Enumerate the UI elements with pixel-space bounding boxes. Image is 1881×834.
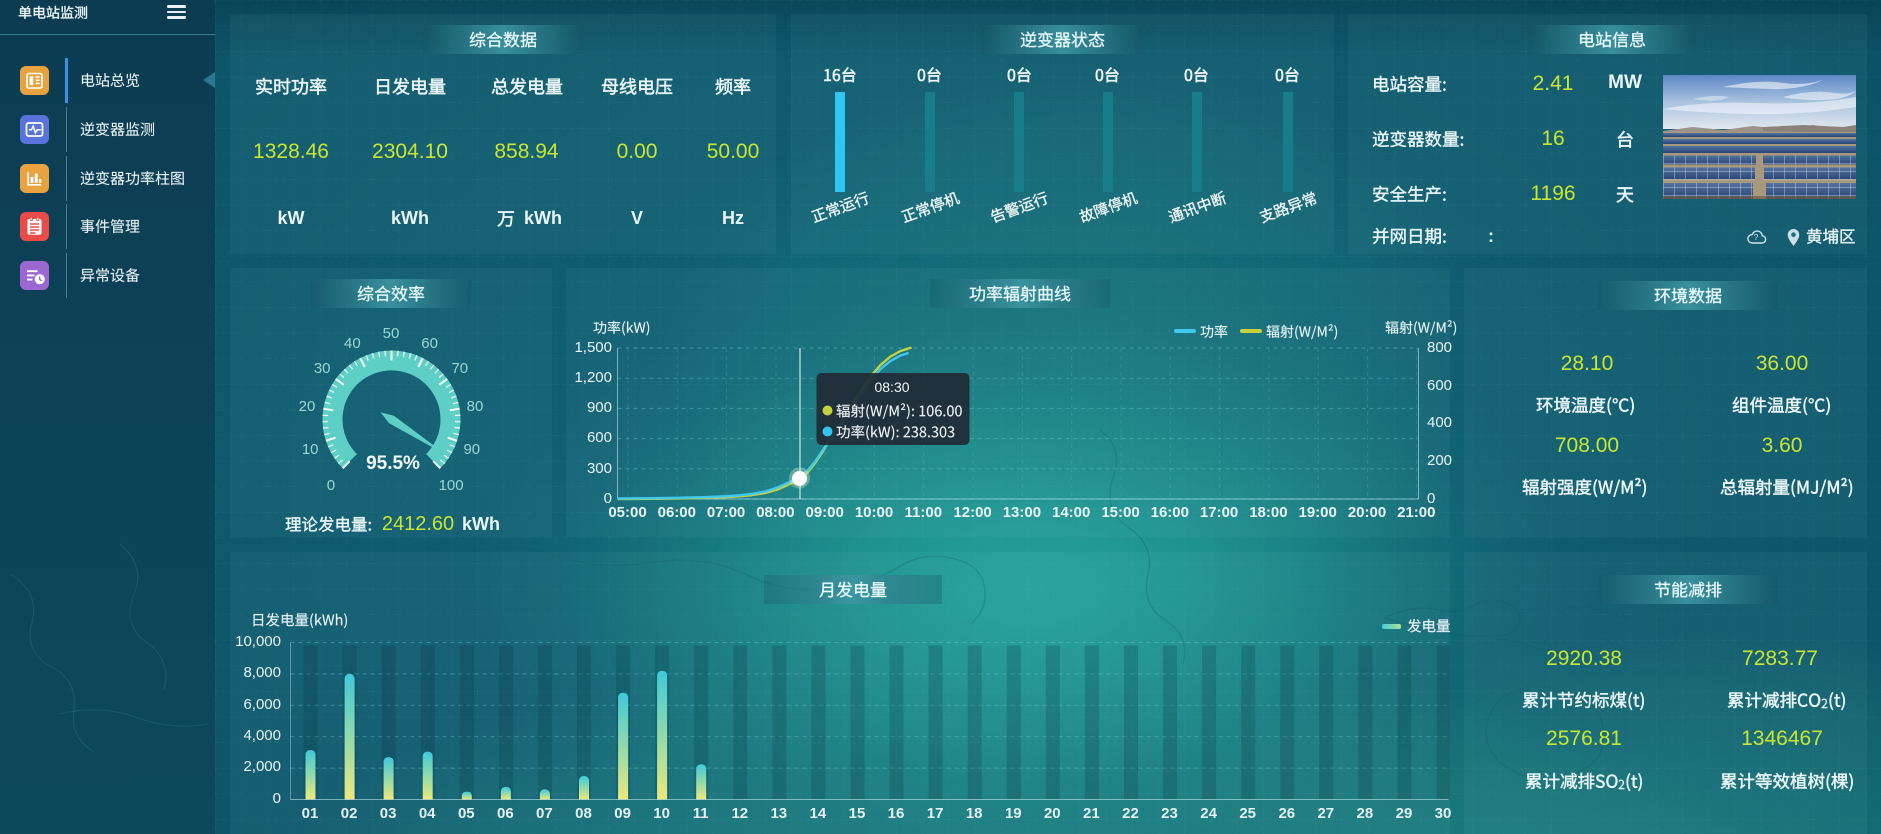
svg-text:?: ? <box>1754 232 1759 242</box>
